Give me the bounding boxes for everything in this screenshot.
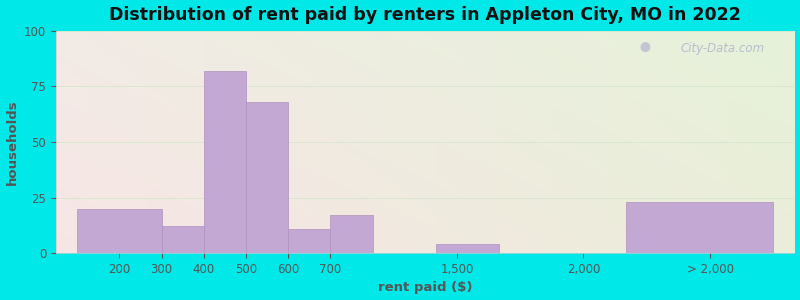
Text: City-Data.com: City-Data.com — [681, 42, 765, 55]
Bar — [204, 71, 246, 253]
Bar — [436, 244, 499, 253]
Bar — [330, 215, 373, 253]
Bar — [162, 226, 204, 253]
Bar — [288, 229, 330, 253]
Y-axis label: households: households — [6, 99, 18, 185]
Bar — [77, 209, 162, 253]
Title: Distribution of rent paid by renters in Appleton City, MO in 2022: Distribution of rent paid by renters in … — [110, 6, 742, 24]
X-axis label: rent paid ($): rent paid ($) — [378, 281, 473, 294]
Bar — [246, 102, 288, 253]
Text: ⬤: ⬤ — [639, 42, 650, 52]
Bar — [626, 202, 774, 253]
